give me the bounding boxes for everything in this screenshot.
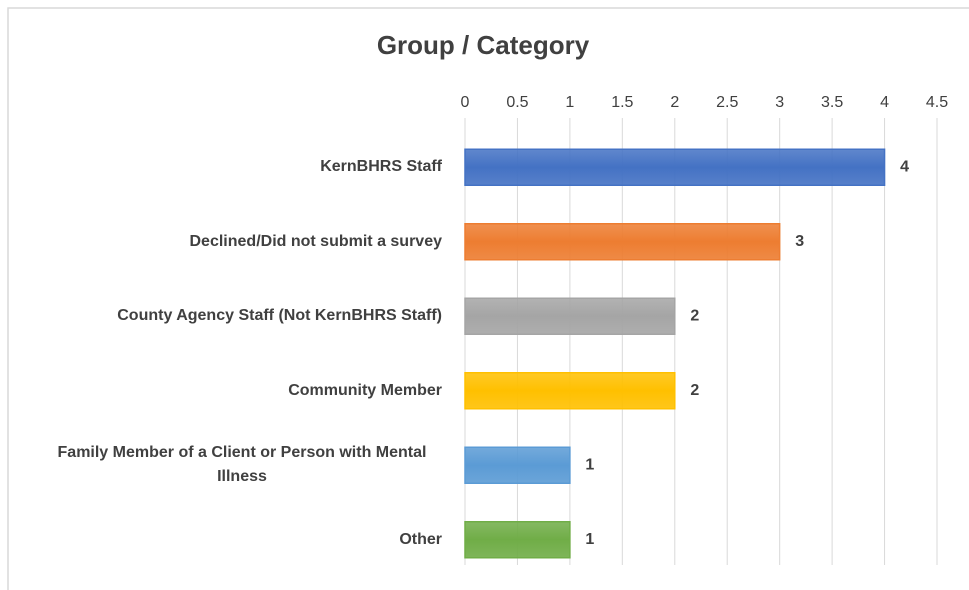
- data-label: 2: [690, 307, 699, 324]
- x-tick-label: 4: [880, 94, 889, 111]
- data-label: 2: [690, 382, 699, 399]
- y-tick-label: Family Member of a Client or Person with…: [57, 444, 427, 486]
- x-tick-label: 3.5: [821, 94, 843, 111]
- data-label: 1: [585, 531, 594, 548]
- data-label: 1: [585, 456, 594, 473]
- y-tick-label: County Agency Staff (Not KernBHRS Staff): [117, 307, 442, 325]
- x-tick-label: 2: [670, 94, 679, 111]
- y-tick-label: Other: [399, 530, 442, 548]
- bar: [464, 521, 571, 559]
- bar: [464, 446, 571, 484]
- y-tick-label: KernBHRS Staff: [320, 158, 442, 176]
- data-label: 4: [900, 158, 909, 175]
- bar: [464, 223, 781, 261]
- x-tick-label: 1: [565, 94, 574, 111]
- y-tick-label: Declined/Did not submit a survey: [189, 232, 443, 250]
- bar: [464, 297, 676, 335]
- x-tick-label: 0: [461, 94, 470, 111]
- x-tick-label: 0.5: [506, 94, 528, 111]
- x-tick-label: 4.5: [926, 94, 948, 111]
- bar: [464, 372, 676, 410]
- bar: [464, 148, 886, 186]
- data-label: 3: [795, 233, 804, 250]
- x-tick-label: 1.5: [611, 94, 633, 111]
- x-tick-label: 3: [775, 94, 784, 111]
- x-tick-label: 2.5: [716, 94, 738, 111]
- chart-border: [7, 7, 969, 590]
- chart-title: Group / Category: [377, 30, 590, 60]
- y-tick-label: Community Member: [288, 381, 442, 399]
